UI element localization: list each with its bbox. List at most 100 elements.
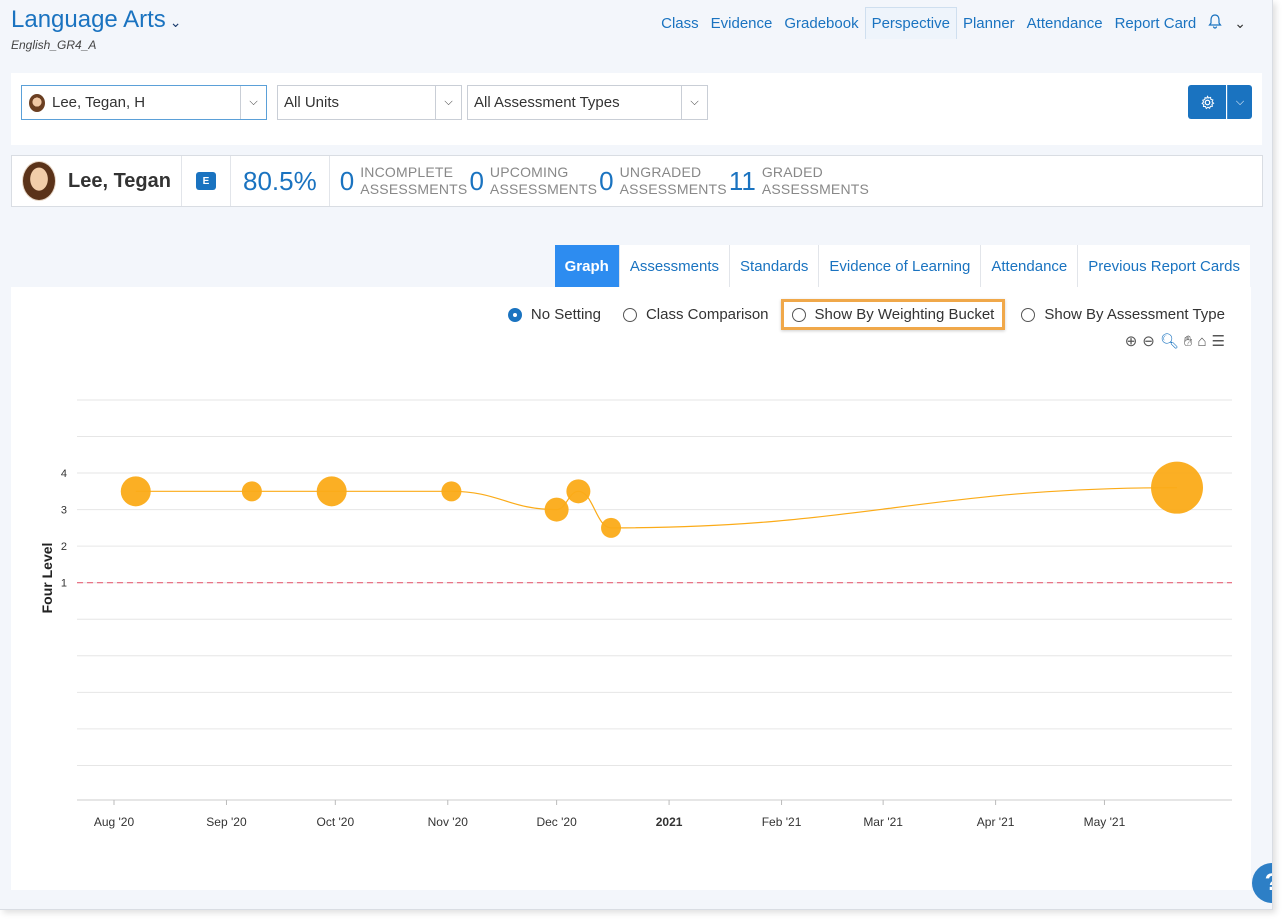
tab-previous-report-cards[interactable]: Previous Report Cards <box>1077 245 1250 287</box>
x-tick-label: May '21 <box>1084 815 1126 829</box>
menu-icon[interactable]: ☰ <box>1211 333 1225 350</box>
tab-standards[interactable]: Standards <box>729 245 818 287</box>
radio-icon[interactable] <box>791 307 806 322</box>
course-title[interactable]: Language Arts ⌄ <box>11 6 182 34</box>
bell-icon[interactable] <box>1202 14 1228 32</box>
stat-count: 0 <box>339 165 355 196</box>
chevron-down-icon[interactable]: ⌵ <box>435 86 461 119</box>
option-label: No Setting <box>530 306 601 323</box>
zoom-in-icon[interactable]: ⊕ <box>1124 333 1138 350</box>
perspective-tabs: Graph Assessments Standards Evidence of … <box>554 245 1250 287</box>
units-select[interactable]: All Units ⌵ <box>277 85 462 120</box>
y-tick-label: 4 <box>61 468 67 480</box>
grade-badge-cell: E <box>182 156 231 206</box>
data-point <box>544 497 569 522</box>
course-code: English_GR4_A <box>11 38 97 52</box>
radio-icon[interactable] <box>622 307 637 322</box>
top-navigation: Class Evidence Gradebook Perspective Pla… <box>655 7 1252 39</box>
data-point <box>441 481 462 502</box>
option-label: Show By Weighting Bucket <box>814 306 995 323</box>
data-point <box>316 476 347 507</box>
pan-icon[interactable]: ✋︎ <box>1183 333 1193 350</box>
nav-attendance[interactable]: Attendance <box>1026 14 1103 32</box>
stat-label: UNGRADED ASSESSMENTS <box>620 164 727 198</box>
chart-toolbar: ⊕ ⊖ 🔍︎ ✋︎ ⌂ ☰ <box>1125 334 1225 350</box>
grade-level-badge: E <box>196 172 216 190</box>
x-tick-label: Apr '21 <box>977 815 1015 829</box>
tab-assessments[interactable]: Assessments <box>618 245 729 287</box>
chevron-down-icon[interactable]: ⌄ <box>1234 14 1246 31</box>
option-no-setting[interactable]: No Setting <box>507 306 601 323</box>
graph-panel: No Setting Class Comparison Show By Weig… <box>11 287 1251 890</box>
x-tick-label: Oct '20 <box>316 815 354 829</box>
x-tick-label: Sep '20 <box>206 815 247 829</box>
gear-icon <box>1200 94 1214 109</box>
student-select-value: Lee, Tegan, H <box>52 94 146 111</box>
course-title-text[interactable]: Language Arts <box>11 6 166 33</box>
stat-label-line: INCOMPLETE <box>360 164 454 180</box>
student-identity: Lee, Tegan <box>12 156 182 206</box>
chevron-down-icon[interactable]: ⌄ <box>169 13 182 30</box>
nav-gradebook[interactable]: Gradebook <box>784 14 859 32</box>
avatar <box>22 161 56 201</box>
option-assessment-type[interactable]: Show By Assessment Type <box>1021 306 1225 323</box>
option-weighting-bucket[interactable]: Show By Weighting Bucket <box>780 299 1006 330</box>
radio-icon[interactable] <box>1021 307 1036 322</box>
settings-dropdown-button[interactable]: ⌵ <box>1227 85 1252 119</box>
stat-label-line: ASSESSMENTS <box>360 181 468 197</box>
nav-perspective[interactable]: Perspective <box>864 7 957 39</box>
filter-panel: Lee, Tegan, H ⌵ All Units ⌵ All Assessme… <box>11 73 1262 145</box>
series-line <box>135 487 1178 529</box>
x-tick-label: Dec '20 <box>536 815 577 829</box>
x-tick-label: Nov '20 <box>428 815 469 829</box>
x-tick-label: Mar '21 <box>863 815 903 829</box>
stat-upcoming: 0 UPCOMING ASSESSMENTS <box>467 164 597 198</box>
data-point <box>566 479 591 504</box>
data-point <box>1151 461 1204 514</box>
student-name: Lee, Tegan <box>68 169 171 192</box>
stat-count: 11 <box>728 165 756 196</box>
stat-label: INCOMPLETE ASSESSMENTS <box>360 164 467 198</box>
student-summary: Lee, Tegan E 80.5% 0 INCOMPLETE ASSESSMEN… <box>11 155 1263 207</box>
y-tick-label: 3 <box>61 505 67 517</box>
y-tick-label: 1 <box>61 578 67 590</box>
stat-label-line: UNGRADED <box>619 164 702 180</box>
stat-label-line: UPCOMING <box>489 164 569 180</box>
chevron-down-icon[interactable]: ⌵ <box>681 86 707 119</box>
help-button[interactable]: ? <box>1252 863 1272 903</box>
chevron-down-icon[interactable]: ⌵ <box>240 86 266 119</box>
selection-zoom-icon[interactable]: 🔍︎ <box>1159 333 1179 350</box>
y-axis-label: Four Level <box>39 543 55 614</box>
nav-planner[interactable]: Planner <box>962 14 1015 32</box>
settings-button[interactable] <box>1188 85 1226 119</box>
student-select[interactable]: Lee, Tegan, H ⌵ <box>21 85 267 120</box>
overall-percent-cell: 80.5% <box>231 156 330 206</box>
assessment-type-select[interactable]: All Assessment Types ⌵ <box>467 85 708 120</box>
x-tick-label: Feb '21 <box>762 815 802 829</box>
option-class-comparison[interactable]: Class Comparison <box>622 306 769 323</box>
stat-label-line: ASSESSMENTS <box>489 181 598 197</box>
stat-ungraded: 0 UNGRADED ASSESSMENTS <box>597 164 727 198</box>
data-point <box>241 481 262 502</box>
radio-selected-icon[interactable] <box>507 307 522 322</box>
data-point <box>601 517 622 538</box>
tab-attendance[interactable]: Attendance <box>980 245 1077 287</box>
tab-evidence-of-learning[interactable]: Evidence of Learning <box>818 245 980 287</box>
overall-percent: 80.5% <box>243 165 317 196</box>
stat-incomplete: 0 INCOMPLETE ASSESSMENTS <box>338 164 468 198</box>
student-avatar-icon <box>29 93 45 112</box>
nav-evidence[interactable]: Evidence <box>710 14 773 32</box>
progress-chart: 1 2 3 4 Four Level Aug '20 Sep '20 Oct '20 Nov '… <box>39 399 1232 829</box>
stat-count: 0 <box>469 165 484 196</box>
nav-class[interactable]: Class <box>661 14 699 32</box>
nav-report-card[interactable]: Report Card <box>1114 14 1197 32</box>
option-label: Show By Assessment Type <box>1044 306 1225 323</box>
x-tick-label: Aug '20 <box>94 815 135 829</box>
chevron-down-icon: ⌵ <box>1235 95 1245 108</box>
tab-graph[interactable]: Graph <box>554 245 619 287</box>
stat-label: UPCOMING ASSESSMENTS <box>490 164 597 198</box>
graph-options: No Setting Class Comparison Show By Weig… <box>486 299 1225 330</box>
zoom-out-icon[interactable]: ⊖ <box>1142 333 1155 350</box>
reset-zoom-home-icon[interactable]: ⌂ <box>1197 333 1207 350</box>
stat-label-line: GRADED <box>761 164 823 180</box>
